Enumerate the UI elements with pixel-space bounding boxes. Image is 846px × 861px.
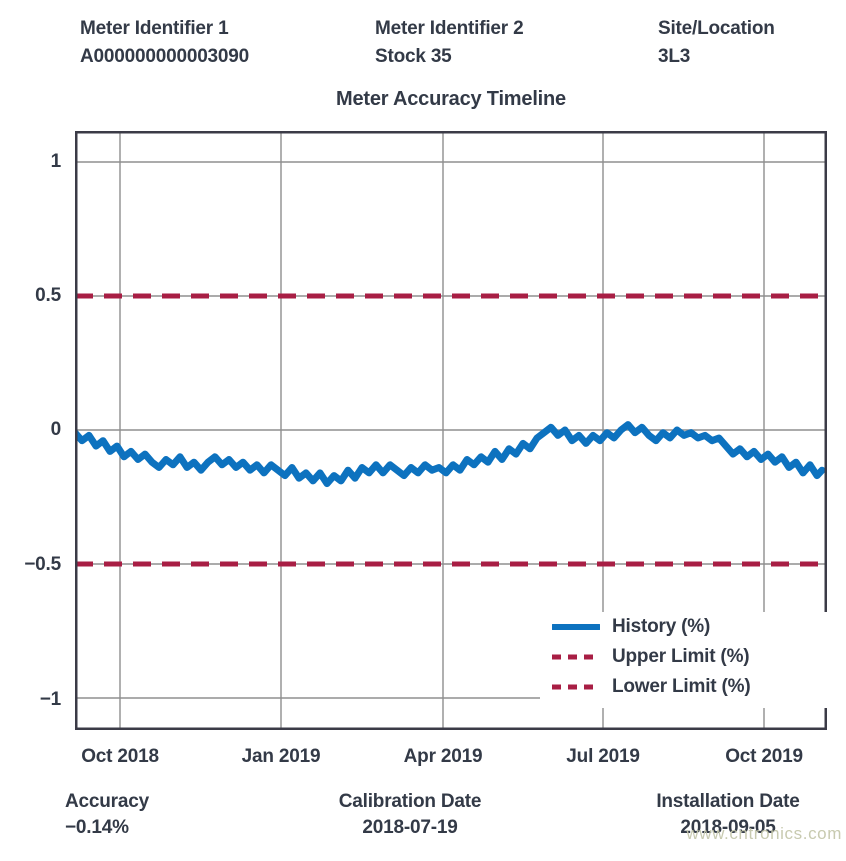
accuracy-timeline-plot (75, 131, 827, 730)
chart-legend: History (%) Upper Limit (%) Lower Limit … (540, 612, 827, 708)
meter-identifier-2-value: Stock 35 (375, 46, 452, 67)
history-line-swatch-icon (552, 624, 600, 630)
legend-label-upper-limit: Upper Limit (%) (612, 646, 750, 667)
accuracy-label: Accuracy (65, 791, 149, 812)
legend-label-lower-limit: Lower Limit (%) (612, 676, 751, 697)
accuracy-value: −0.14% (65, 817, 129, 838)
installation-date-value: 2018-09-05 (680, 817, 776, 838)
legend-label-history: History (%) (612, 616, 711, 637)
meter-identifier-2-label: Meter Identifier 2 (375, 18, 524, 39)
x-axis-tick-label: Jul 2019 (566, 746, 640, 767)
history-line (75, 421, 826, 488)
y-axis-tick-label: 1 (50, 151, 62, 172)
calibration-date-value: 2018-07-19 (362, 817, 458, 838)
y-axis-tick-label: 0 (50, 419, 62, 440)
y-axis-tick-label: −1 (39, 689, 61, 710)
site-location-value: 3L3 (658, 46, 691, 67)
lower-limit-dash-swatch-icon (552, 684, 600, 690)
x-axis-tick-label: Oct 2019 (725, 746, 803, 767)
calibration-date-block: Calibration Date 2018-07-19 (260, 789, 560, 841)
legend-item-lower-limit: Lower Limit (%) (540, 672, 827, 702)
chart-title: Meter Accuracy Timeline (336, 88, 566, 110)
calibration-date-label: Calibration Date (338, 791, 482, 812)
plot-border (75, 131, 827, 730)
legend-item-upper-limit: Upper Limit (%) (540, 642, 827, 672)
x-axis-tick-label: Apr 2019 (403, 746, 483, 767)
watermark: www.cntronics.com (686, 824, 842, 843)
meter-identifier-1-value: A000000000003090 (80, 46, 250, 67)
site-location-label: Site/Location (658, 18, 775, 39)
installation-date-label: Installation Date (656, 791, 800, 812)
y-axis-tick-label: 0.5 (35, 285, 61, 306)
accuracy-block: Accuracy −0.14% (65, 789, 149, 841)
x-axis-tick-label: Jan 2019 (241, 746, 321, 767)
legend-item-history: History (%) (540, 612, 827, 642)
y-axis-tick-label: −0.5 (24, 554, 61, 575)
upper-limit-dash-swatch-icon (552, 654, 600, 660)
x-axis-tick-label: Oct 2018 (81, 746, 159, 767)
installation-date-block: Installation Date 2018-09-05 (578, 789, 846, 841)
meter-identifier-1-label: Meter Identifier 1 (80, 18, 229, 39)
